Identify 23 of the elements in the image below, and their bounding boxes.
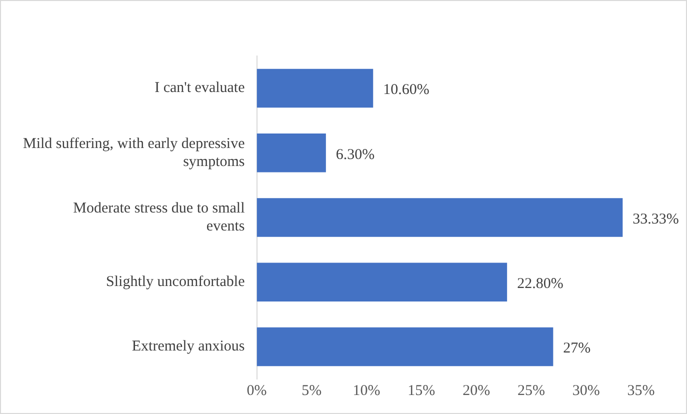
x-tick-label: 0% bbox=[246, 382, 267, 399]
data-label: 33.33% bbox=[632, 211, 679, 228]
data-label: 6.30% bbox=[336, 146, 375, 163]
data-label: 22.80% bbox=[517, 276, 564, 292]
y-tick-label: Slightly uncomfortable bbox=[106, 274, 246, 290]
x-tick-label: 35% bbox=[627, 382, 655, 399]
data-label: 27% bbox=[563, 340, 591, 357]
y-tick-label: Extremely anxious bbox=[132, 338, 245, 355]
bar bbox=[256, 198, 623, 237]
bar bbox=[256, 327, 554, 366]
x-tick-label: 20% bbox=[462, 382, 490, 399]
bar bbox=[256, 262, 508, 302]
bar bbox=[256, 134, 326, 172]
data-label: 10.60% bbox=[383, 82, 430, 98]
x-tick-label: 15% bbox=[408, 382, 436, 399]
y-tick-label: Mild suffering, with early depressive symptoms bbox=[22, 136, 246, 170]
x-tick-label: 25% bbox=[517, 382, 545, 399]
y-tick-label: I can't evaluate bbox=[154, 80, 246, 96]
x-tick-label: 30% bbox=[572, 382, 600, 399]
bar bbox=[256, 68, 374, 108]
x-tick-label: 10% bbox=[352, 382, 380, 399]
x-tick-label: 5% bbox=[302, 382, 322, 399]
y-tick-label: Moderate stress due to small events bbox=[73, 200, 245, 234]
